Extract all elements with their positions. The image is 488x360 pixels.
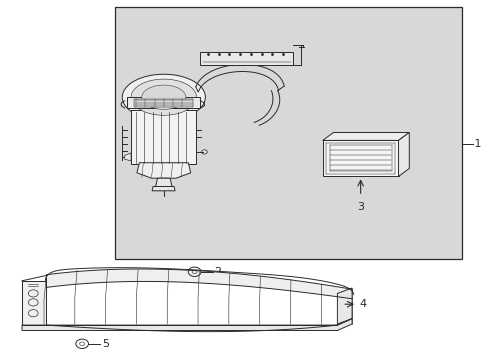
Polygon shape [131, 110, 195, 164]
Polygon shape [322, 140, 398, 176]
Polygon shape [127, 97, 200, 108]
Polygon shape [134, 99, 193, 107]
Polygon shape [398, 132, 408, 176]
Polygon shape [155, 178, 172, 187]
Text: 5: 5 [102, 339, 108, 349]
Polygon shape [337, 288, 351, 324]
Text: 2: 2 [214, 267, 221, 277]
Polygon shape [137, 163, 190, 178]
Polygon shape [322, 132, 408, 140]
Polygon shape [200, 52, 293, 65]
Polygon shape [131, 79, 196, 115]
Polygon shape [142, 85, 185, 109]
Polygon shape [124, 153, 131, 161]
Polygon shape [22, 281, 46, 326]
Polygon shape [22, 319, 351, 330]
Polygon shape [46, 269, 351, 299]
Text: 4: 4 [359, 299, 366, 309]
Text: - 1: - 1 [466, 139, 481, 149]
Polygon shape [122, 74, 205, 120]
Text: 3: 3 [356, 202, 364, 212]
Polygon shape [152, 186, 175, 191]
Bar [115, 7, 461, 259]
